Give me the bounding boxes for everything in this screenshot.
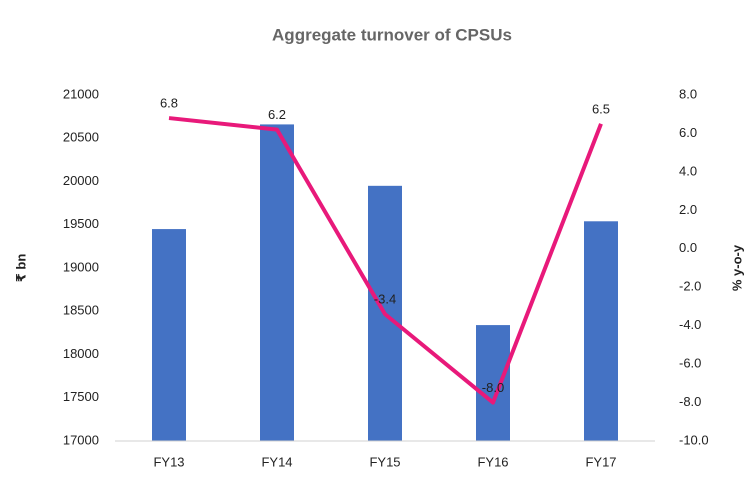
y2-tick-label: -10.0 xyxy=(679,432,709,447)
line xyxy=(168,116,603,405)
y2-tick-label: -2.0 xyxy=(679,279,701,294)
bar xyxy=(152,229,186,441)
y-axis-label: ₹ bn xyxy=(13,254,28,283)
y-tick-label: 20000 xyxy=(63,173,99,188)
y2-tick-label: 6.0 xyxy=(679,125,697,140)
data-label: -8.0 xyxy=(482,380,504,395)
y2-tick-label: 2.0 xyxy=(679,202,697,217)
data-label: 6.2 xyxy=(268,107,286,122)
y2-tick-label: 0.0 xyxy=(679,240,697,255)
y2-tick-label: -6.0 xyxy=(679,356,701,371)
x-tick-label: FY17 xyxy=(585,454,616,469)
y-tick-label: 17500 xyxy=(63,389,99,404)
y-tick-label: 18500 xyxy=(63,303,99,318)
chart-title: Aggregate turnover of CPSUs xyxy=(272,25,512,44)
y-tick-label: 20500 xyxy=(63,130,99,145)
y-tick-label: 21000 xyxy=(63,86,99,101)
y-tick-label: 17000 xyxy=(63,432,99,447)
data-label: -3.4 xyxy=(374,292,396,307)
x-tick-label: FY16 xyxy=(477,454,508,469)
y2-tick-label: 8.0 xyxy=(679,86,697,101)
y2-tick-label: -4.0 xyxy=(679,317,701,332)
y-tick-label: 18000 xyxy=(63,346,99,361)
data-label: 6.8 xyxy=(160,96,178,111)
x-tick-label: FY15 xyxy=(369,454,400,469)
y2-axis-label: % y-o-y xyxy=(729,244,744,291)
data-label: 6.5 xyxy=(592,101,610,116)
y-tick-label: 19500 xyxy=(63,216,99,231)
x-tick-label: FY13 xyxy=(153,454,184,469)
bar xyxy=(260,124,294,441)
bar xyxy=(476,325,510,441)
y2-tick-label: 4.0 xyxy=(679,163,697,178)
bar xyxy=(584,221,618,441)
y-tick-label: 19000 xyxy=(63,259,99,274)
x-tick-label: FY14 xyxy=(261,454,292,469)
y2-tick-label: -8.0 xyxy=(679,394,701,409)
